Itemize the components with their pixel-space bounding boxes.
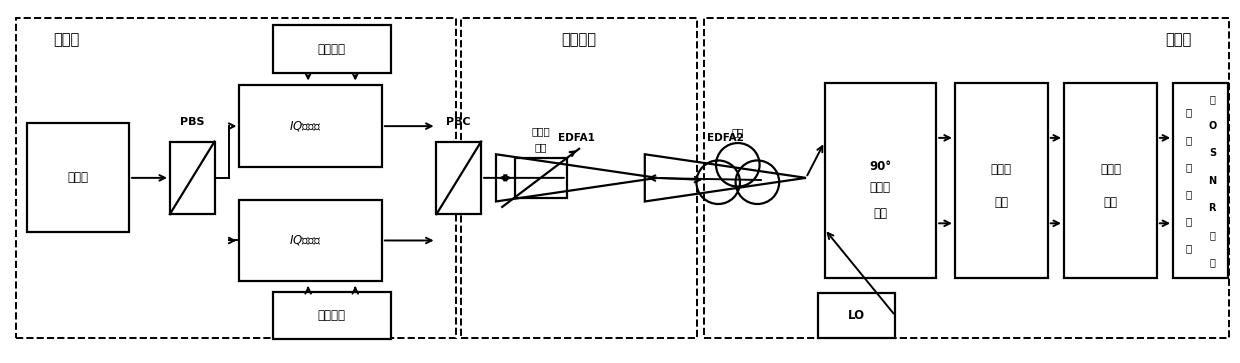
- Bar: [955, 83, 1048, 278]
- Text: PBC: PBC: [446, 117, 471, 127]
- Bar: [16, 18, 456, 338]
- Text: 光纤: 光纤: [732, 127, 744, 137]
- Bar: [704, 18, 1229, 338]
- Text: EDFA2: EDFA2: [707, 133, 744, 143]
- Text: 换器: 换器: [1104, 196, 1117, 209]
- Text: 发送端: 发送端: [53, 32, 79, 48]
- Text: PBS: PBS: [180, 117, 205, 127]
- Bar: [818, 293, 895, 338]
- Bar: [239, 85, 382, 167]
- Text: 可调衰: 可调衰: [531, 126, 551, 136]
- Text: 频器: 频器: [873, 207, 888, 220]
- Text: 传输链路: 传输链路: [562, 32, 596, 48]
- Bar: [461, 18, 697, 338]
- Bar: [1064, 83, 1157, 278]
- Text: 与: 与: [1209, 94, 1215, 104]
- Text: 90°: 90°: [869, 160, 892, 172]
- Text: 别: 别: [1185, 244, 1192, 254]
- Text: 减器: 减器: [534, 142, 547, 152]
- Text: 接收端: 接收端: [1166, 32, 1192, 48]
- Text: 平衡探: 平衡探: [991, 163, 1012, 176]
- Bar: [515, 158, 567, 198]
- Text: LO: LO: [848, 309, 866, 322]
- Bar: [239, 200, 382, 281]
- Text: 调: 调: [1185, 107, 1192, 118]
- Text: 监: 监: [1209, 230, 1215, 240]
- Bar: [27, 123, 129, 232]
- Text: $IQ$调制器: $IQ$调制器: [289, 119, 322, 133]
- Text: 电信号源: 电信号源: [317, 42, 346, 56]
- Text: 制: 制: [1185, 135, 1192, 145]
- Text: O: O: [1208, 121, 1216, 131]
- Bar: [273, 25, 391, 73]
- Bar: [436, 142, 481, 214]
- Text: 数模转: 数模转: [1100, 163, 1121, 176]
- Text: S: S: [1209, 148, 1216, 158]
- Bar: [825, 83, 936, 278]
- Text: $IQ$调制器: $IQ$调制器: [289, 233, 322, 248]
- Text: R: R: [1209, 203, 1216, 213]
- Text: 光学混: 光学混: [870, 182, 890, 194]
- Text: 电信号源: 电信号源: [317, 309, 346, 322]
- Bar: [1173, 83, 1228, 278]
- Text: 测器: 测器: [994, 196, 1008, 209]
- Text: 识: 识: [1185, 216, 1192, 227]
- Text: 控: 控: [1209, 257, 1215, 267]
- Bar: [273, 292, 391, 339]
- Text: 格: 格: [1185, 162, 1192, 172]
- Text: 激光器: 激光器: [68, 171, 88, 184]
- Text: EDFA1: EDFA1: [558, 133, 595, 143]
- Text: 式: 式: [1185, 189, 1192, 199]
- Bar: [170, 142, 215, 214]
- Text: N: N: [1208, 176, 1216, 185]
